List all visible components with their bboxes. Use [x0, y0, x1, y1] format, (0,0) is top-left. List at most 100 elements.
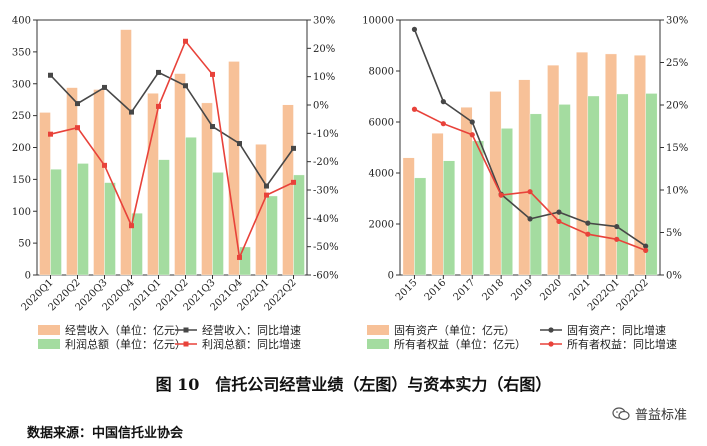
right-legend-label: 固有资产：同比增速 [567, 323, 666, 337]
left-legend-label: 经营收入（单位：亿元） [65, 323, 186, 337]
left-bar-b [239, 246, 251, 276]
right-bar-b [529, 113, 542, 276]
right-bar-a [518, 79, 531, 276]
right-bar-b [616, 93, 629, 276]
right-y2-tick-label: 30% [666, 16, 688, 27]
left-line-marker [264, 192, 269, 198]
right-line-marker [411, 26, 418, 32]
right-line-marker [440, 121, 446, 127]
right-line-marker [469, 132, 475, 138]
left-line-marker [129, 109, 134, 115]
left-y-tick-label: 100 [12, 207, 31, 218]
left-bar-b [185, 137, 197, 276]
left-series-line [49, 71, 295, 188]
left-y2-tick-label: 10% [313, 72, 335, 83]
right-x-tick-label: 2018 [480, 277, 506, 303]
left-line-marker [183, 83, 188, 89]
left-line-marker [75, 125, 80, 131]
left-line-marker [48, 131, 53, 137]
left-legend-label: 经营收入：同比增速 [202, 323, 301, 337]
left-legend-marker [183, 327, 189, 333]
data-source-note: 数据来源：中国信托业协会 [27, 426, 184, 441]
left-legend-label: 利润总额：同比增速 [202, 337, 301, 351]
right-x-tick-label: 2017 [452, 277, 478, 303]
right-x-tick-label: 2022Q2 [615, 277, 651, 313]
watermark-text: 普益标准 [634, 408, 687, 423]
left-bar-a [228, 61, 240, 276]
left-bar-b [212, 172, 224, 276]
left-line-marker [237, 254, 242, 260]
right-line-marker [411, 106, 418, 112]
left-bar-b [104, 182, 116, 276]
right-line-marker [556, 218, 562, 225]
left-bar-a [282, 104, 294, 276]
left-line-marker [237, 141, 242, 147]
watermark: 普益标准 [612, 404, 687, 423]
left-bar-a [39, 112, 51, 276]
right-legend-label: 所有者权益（单位：亿元） [394, 337, 526, 351]
figure-caption: 图 10 信托公司经营业绩（左图）与资本实力（右图） [155, 375, 552, 394]
right-bar-a [402, 157, 415, 276]
left-line-marker [75, 101, 80, 107]
right-bar-b [500, 128, 513, 276]
right-legend-swatch [367, 339, 389, 349]
right-legend-label: 固有资产（单位：亿元） [394, 323, 515, 337]
left-bar-a [120, 29, 132, 276]
left-line-marker [210, 124, 215, 130]
left-legend-swatch [38, 325, 60, 335]
right-line-marker [527, 216, 533, 222]
left-bar-a [174, 73, 186, 276]
left-y2-tick-label: 30% [313, 16, 335, 27]
right-x-tick-label: 2021 [567, 277, 593, 303]
left-y-tick-label: 400 [12, 16, 31, 27]
left-line-marker [156, 69, 161, 75]
left-line-marker [291, 179, 296, 185]
right-line-marker [440, 99, 446, 105]
left-y-tick-label: 200 [12, 143, 31, 154]
right-legend-marker [548, 327, 554, 333]
right-bar-a [431, 133, 444, 276]
right-y2-tick-label: 15% [666, 143, 688, 154]
right-bar-b [443, 160, 456, 276]
right-line-marker [614, 236, 620, 242]
left-legend-marker [183, 341, 189, 347]
wechat-icon [612, 406, 630, 420]
right-line-marker [614, 223, 620, 230]
right-bar-b [558, 104, 571, 276]
right-bar-a [605, 53, 617, 276]
left-y2-tick-label: -30% [313, 186, 339, 197]
left-bar-b [158, 159, 170, 276]
left-bar-b [50, 168, 62, 276]
right-line-marker [469, 119, 475, 125]
left-y-tick-label: 350 [12, 47, 31, 58]
right-y2-tick-label: 0% [666, 271, 682, 282]
left-y-tick-label: 300 [12, 79, 31, 90]
right-bar-b [472, 140, 484, 276]
right-legend-label: 所有者权益：同比增速 [567, 337, 677, 351]
left-line-marker [48, 72, 53, 78]
right-bar-a [547, 64, 560, 276]
left-legend-label: 利润总额（单位：亿元） [65, 337, 186, 351]
left-line-marker [183, 38, 188, 44]
left-bar-a [66, 87, 78, 276]
right-line-marker [498, 192, 504, 198]
left-line-marker [264, 183, 269, 189]
left-line-marker [102, 84, 107, 90]
left-y2-tick-label: -40% [313, 214, 339, 225]
right-bar-a [576, 51, 589, 276]
right-y2-tick-label: 10% [666, 186, 688, 197]
left-y2-tick-label: -50% [313, 242, 339, 253]
right-y-tick-label: 0 [388, 271, 394, 282]
left-y2-tick-label: 20% [313, 44, 335, 55]
right-bar-b [414, 177, 427, 276]
left-line-marker [291, 145, 296, 151]
right-y-tick-label: 4000 [369, 169, 394, 180]
left-line-marker [210, 71, 215, 77]
right-legend-swatch [367, 325, 389, 335]
right-line-marker [643, 243, 649, 249]
left-bar-b [266, 195, 278, 276]
right-y-tick-label: 8000 [369, 67, 394, 78]
left-bar-a [147, 93, 159, 276]
right-y-tick-label: 6000 [369, 118, 394, 129]
